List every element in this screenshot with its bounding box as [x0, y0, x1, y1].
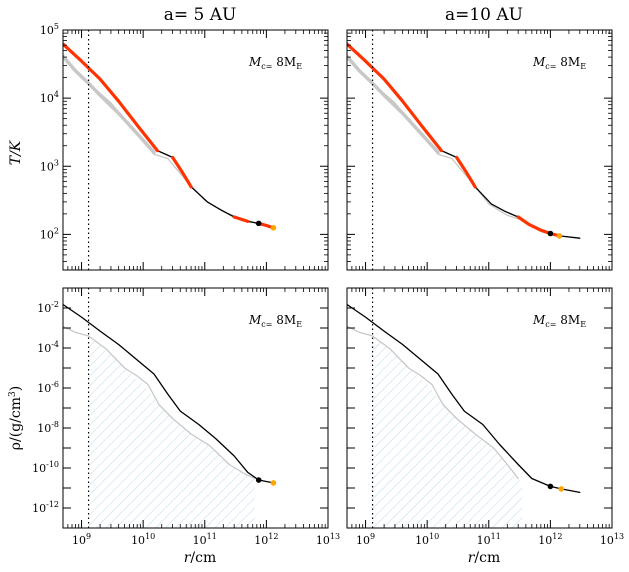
y-tick-label-2: 104: [40, 90, 59, 105]
y-tick-label-1: 103: [40, 158, 59, 173]
series-gray-thin-0: [87, 82, 258, 225]
y-tick-label-5: 10-2: [37, 300, 59, 315]
x-tick-label-1: 1010: [415, 532, 439, 547]
x-tick-label-2: 1011: [477, 532, 501, 547]
x-tick-label-0: 109: [356, 532, 375, 547]
panel-density-5au: 109 1010 1011 1012 1013 10-12 10-10 10-8 10-6 10-…: [32, 287, 340, 547]
mass-annotation: Mc= 8ME: [248, 55, 302, 71]
y-tick-label-3: 105: [40, 22, 59, 37]
series-black-thin-2: [347, 43, 581, 239]
y-axis-label-temperature: T/K: [8, 139, 24, 165]
marker-point-1: [270, 224, 277, 231]
x-tick-label-0: 109: [72, 532, 91, 547]
mass-annotation: Mc= 8ME: [248, 313, 302, 329]
mass-annotation: Mc= 8ME: [532, 55, 586, 71]
y-tick-label-0: 102: [40, 226, 59, 241]
series-black-thin-1: [63, 303, 275, 484]
plot-area: [347, 30, 581, 270]
series-red-thick-5: [516, 215, 562, 238]
x-tick-label-3: 1012: [254, 532, 278, 547]
x-tick-label-3: 1012: [538, 532, 562, 547]
series-gray-thick-1: [347, 54, 440, 155]
panel-density-10au: 109 1010 1011 1012 1013 Mc= 8ME: [346, 287, 624, 547]
y-tick-label-2: 10-8: [37, 420, 59, 435]
panel-temperature-10au: Mc= 8ME: [346, 29, 613, 271]
series-red-thick-3: [63, 42, 159, 153]
hatched-region: [88, 336, 255, 528]
x-axis-label-right: r/cm: [468, 550, 501, 566]
marker-point-0: [547, 483, 554, 490]
marker-point-1: [556, 233, 563, 239]
series-black-thin-1: [347, 303, 581, 494]
plot-area: [63, 30, 277, 270]
series-red-thick-5: [232, 215, 250, 223]
series-red-thick-4: [455, 155, 477, 189]
x-axis-label-left: r/cm: [184, 550, 217, 566]
plot-area: [347, 288, 581, 528]
marker-point-0: [255, 477, 262, 483]
y-tick-label-3: 10-6: [37, 380, 59, 395]
mass-annotation: Mc= 8ME: [532, 313, 586, 329]
series-red-thick-3: [347, 42, 443, 153]
series-red-thick-4: [171, 155, 193, 189]
column-title-10au: a=10 AU: [445, 5, 523, 25]
marker-point-1: [558, 486, 565, 492]
column-title-5au: a= 5 AU: [164, 5, 237, 25]
x-tick-label-1: 1010: [131, 532, 155, 547]
series-gray-thick-1: [63, 54, 156, 155]
y-tick-label-0: 10-12: [32, 500, 59, 515]
x-tick-label-4: 1013: [600, 532, 624, 547]
panel-temperature-5au: 102 103 104 105 Mc= 8ME: [40, 22, 329, 271]
y-tick-label-1: 10-10: [32, 460, 59, 475]
series-gray-thin-0: [347, 325, 519, 480]
x-tick-label-2: 1011: [193, 532, 217, 547]
y-tick-label-4: 10-4: [37, 340, 59, 355]
series-gray-thin-0: [63, 325, 256, 480]
y-axis-label-density: ρ/(g/cm3): [8, 386, 24, 450]
marker-point-1: [270, 480, 277, 486]
marker-point-0: [547, 230, 554, 237]
hatched-region: [372, 336, 523, 528]
marker-point-0: [255, 220, 262, 227]
x-tick-label-4: 1013: [316, 532, 340, 547]
plot-area: [63, 288, 277, 528]
